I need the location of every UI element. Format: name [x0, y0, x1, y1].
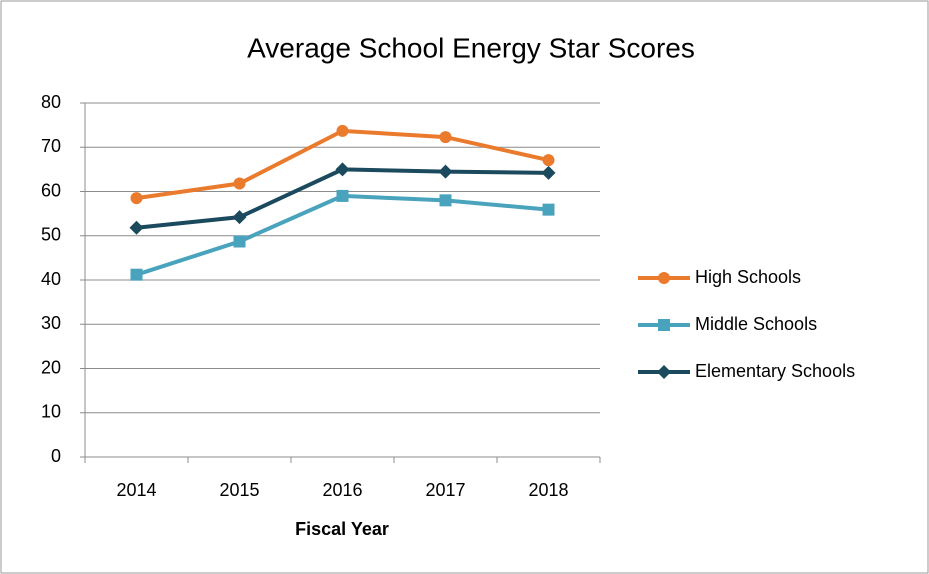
- marker: [438, 164, 453, 179]
- legend-label: Elementary Schools: [695, 361, 855, 381]
- marker: [335, 162, 350, 177]
- marker: [336, 124, 349, 137]
- marker: [233, 235, 246, 248]
- legend-marker: [657, 365, 671, 379]
- y-tick-label: 80: [41, 92, 61, 112]
- marker: [232, 210, 247, 225]
- marker: [542, 154, 555, 167]
- marker: [233, 177, 246, 190]
- y-tick-label: 30: [41, 313, 61, 333]
- x-tick-label: 2018: [528, 480, 568, 500]
- y-tick-label: 0: [51, 446, 61, 466]
- x-tick-label: 2015: [219, 480, 259, 500]
- y-tick-label: 70: [41, 136, 61, 156]
- x-axis-title: Fiscal Year: [295, 519, 389, 539]
- y-tick-label: 40: [41, 269, 61, 289]
- marker: [439, 194, 452, 207]
- x-tick-label: 2017: [425, 480, 465, 500]
- marker: [541, 165, 556, 180]
- legend-marker: [658, 272, 670, 284]
- y-tick-label: 60: [41, 180, 61, 200]
- legend-label: Middle Schools: [695, 314, 817, 334]
- x-tick-label: 2016: [322, 480, 362, 500]
- x-tick-label: 2014: [116, 480, 156, 500]
- marker: [129, 220, 144, 235]
- chart-title: Average School Energy Star Scores: [247, 32, 695, 63]
- marker: [130, 192, 143, 205]
- marker: [439, 131, 452, 144]
- marker: [542, 203, 555, 216]
- y-tick-label: 10: [41, 402, 61, 422]
- y-tick-label: 50: [41, 225, 61, 245]
- y-tick-label: 20: [41, 357, 61, 377]
- marker: [130, 268, 143, 281]
- legend-label: High Schools: [695, 267, 801, 287]
- marker: [336, 189, 349, 202]
- legend-marker: [658, 319, 670, 331]
